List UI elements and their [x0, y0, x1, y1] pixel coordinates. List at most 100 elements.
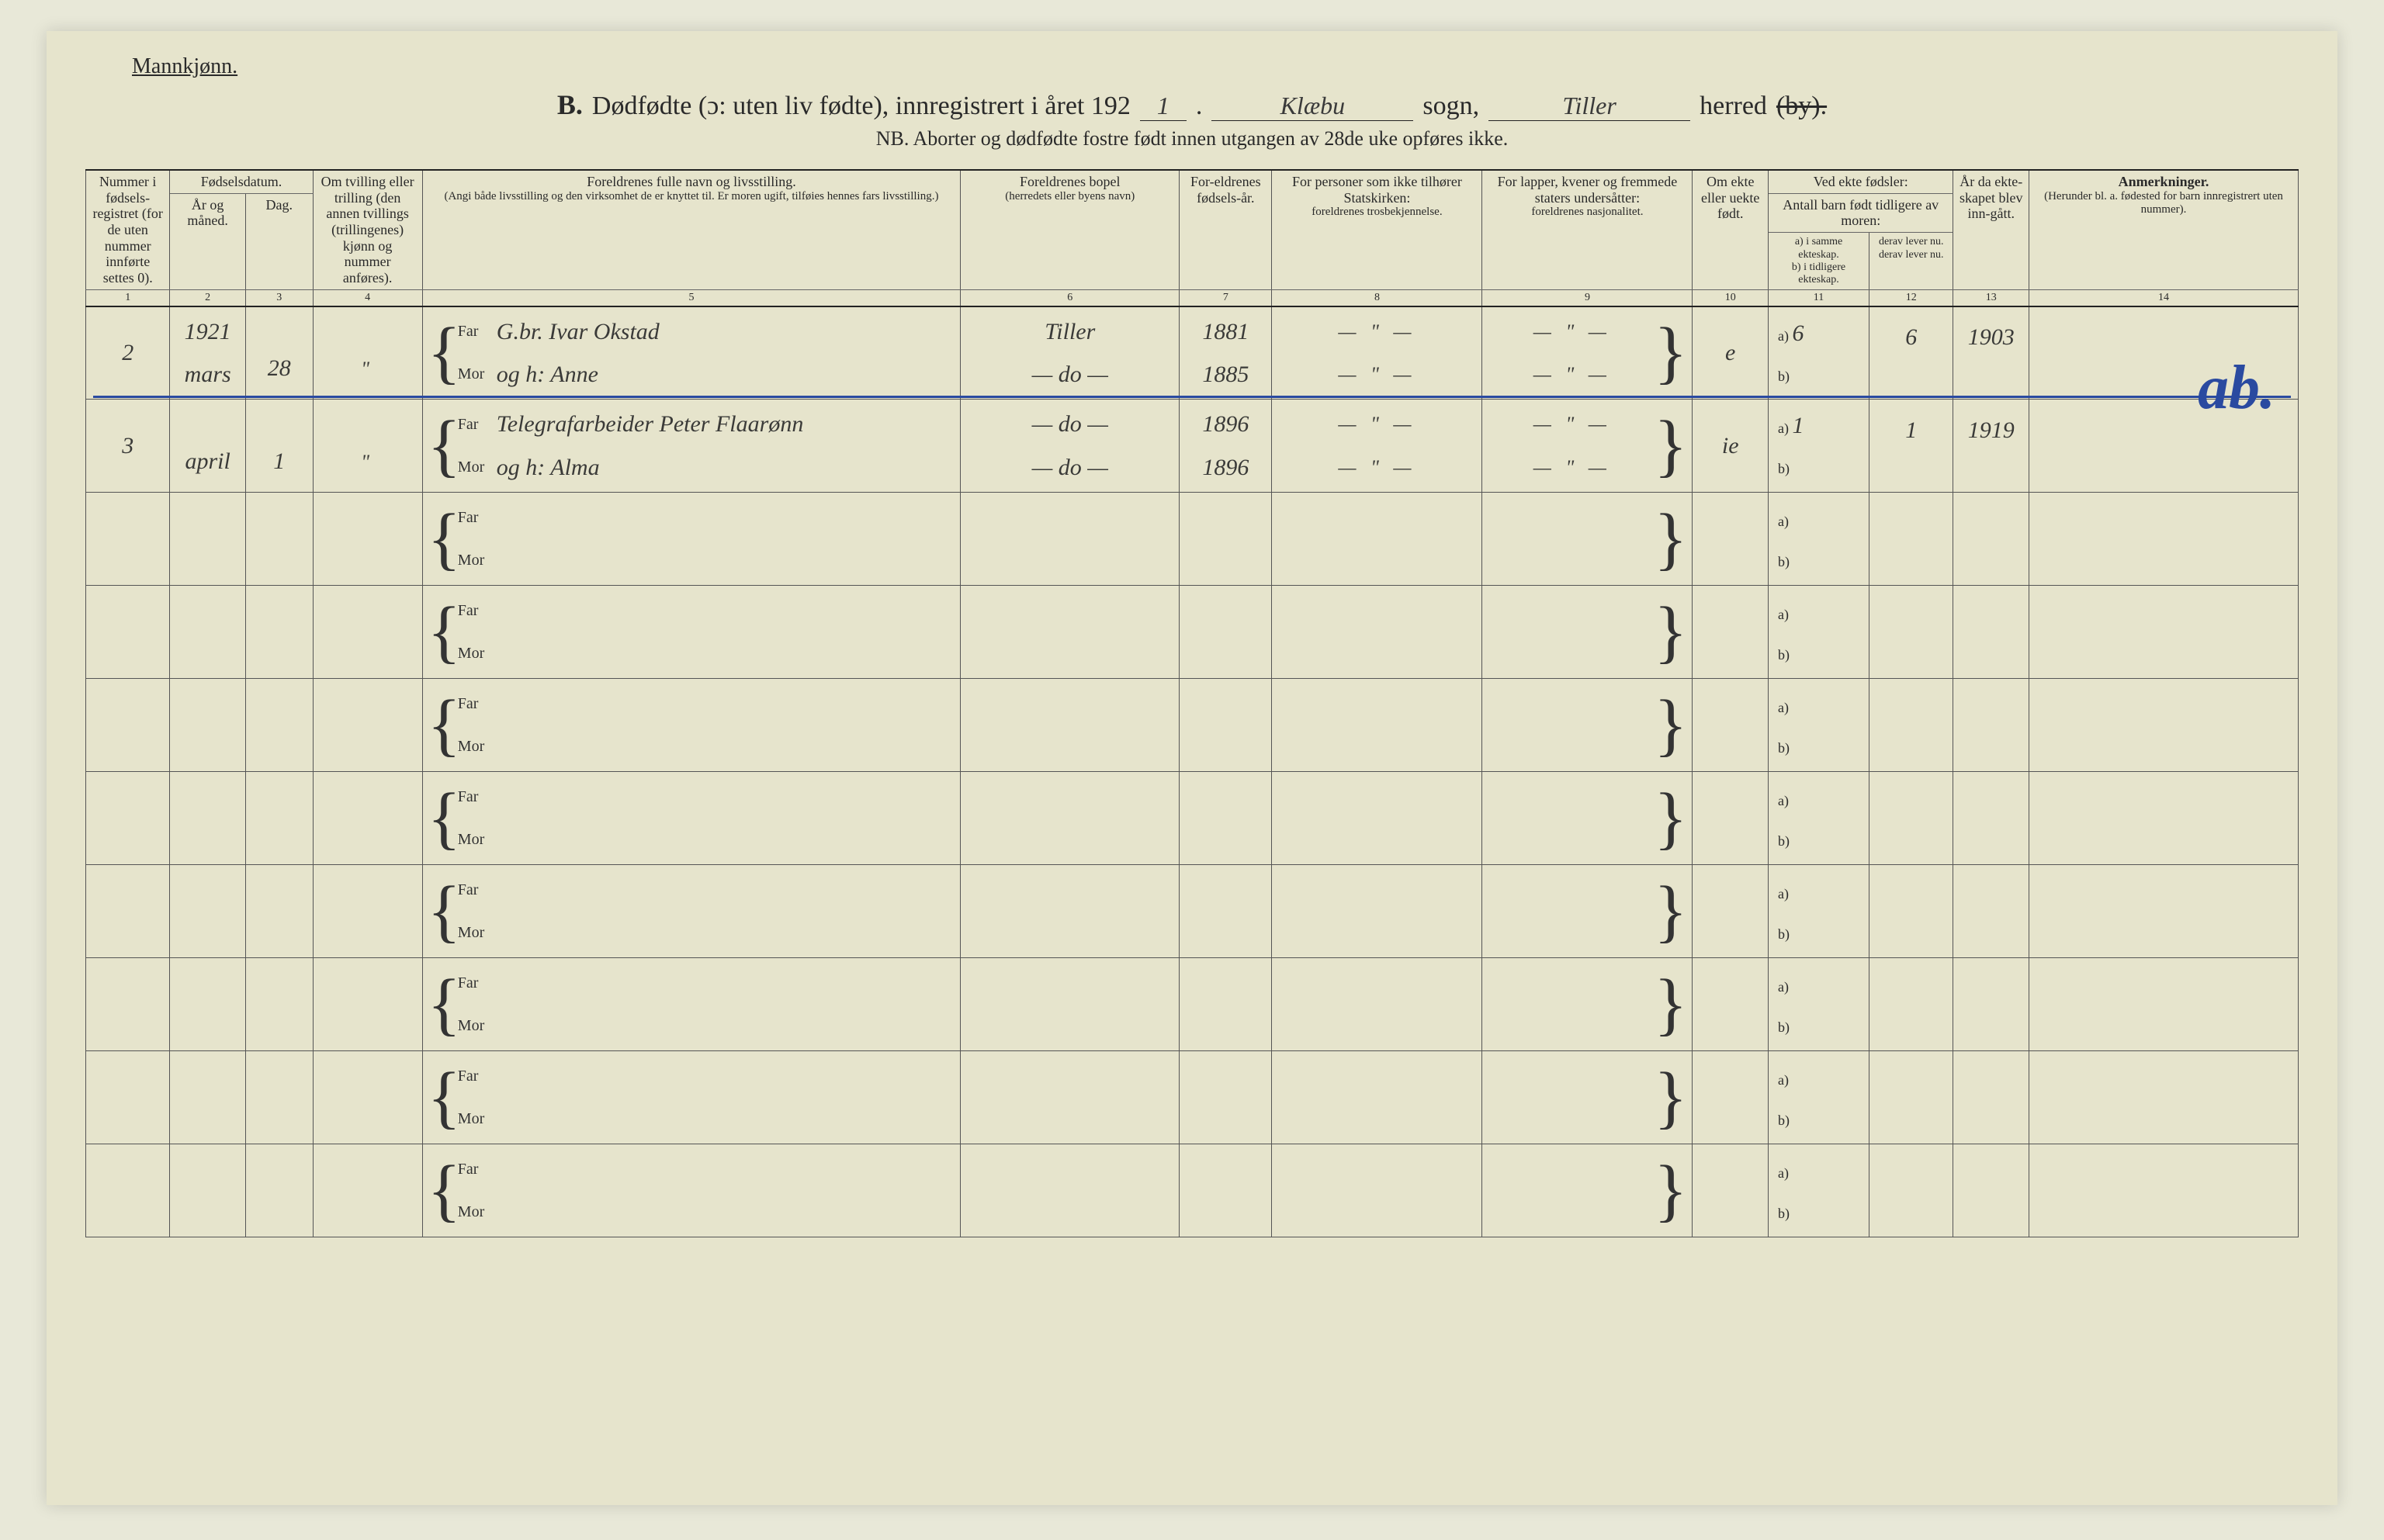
section-letter: B.	[557, 88, 583, 121]
mor-label: Mor	[458, 645, 489, 663]
ab-a-label: a) 6	[1778, 322, 1864, 345]
table-row: 21921mars28" { FarG.br. Ivar Okstad Moro…	[86, 306, 2299, 400]
lapp-mor: — " —	[1487, 458, 1657, 478]
lapp-far: — " —	[1487, 414, 1657, 434]
hdr-col2: År og måned.	[170, 193, 246, 289]
brace-left-icon: {	[428, 1070, 461, 1126]
entry-month: april	[175, 450, 241, 473]
hdr-col6-title: Foreldrenes bopel	[965, 174, 1174, 190]
column-number-row: 1 2 3 4 5 6 7 8 9 10 11 12 13 14	[86, 289, 2299, 306]
colnum: 5	[422, 289, 961, 306]
far-label: Far	[458, 602, 489, 620]
year-fillin: 1	[1140, 92, 1187, 121]
bopel-mor: — do —	[965, 456, 1174, 479]
colnum: 7	[1180, 289, 1272, 306]
entry-twin: "	[318, 452, 418, 472]
hdr-col4: Om tvilling eller trilling (den annen tv…	[313, 170, 422, 289]
hdr-antall-barn: Antall barn født tidligere av moren:	[1768, 193, 1953, 233]
bopel-mor: — do —	[965, 363, 1174, 386]
brace-right-icon: }	[1654, 977, 1687, 1033]
entry-number: 3	[91, 434, 165, 458]
brace-left-icon: {	[428, 418, 461, 474]
ab-a-label: a)	[1778, 1159, 1864, 1182]
mor-label: Mor	[458, 1203, 489, 1221]
far-label: Far	[458, 509, 489, 527]
mor-label: Mor	[458, 365, 489, 383]
hdr-col9-sub: foreldrenes nasjonalitet.	[1487, 206, 1687, 219]
ab-a-label: a)	[1778, 880, 1864, 903]
colnum: 10	[1693, 289, 1769, 306]
far-label: Far	[458, 695, 489, 713]
table-row: { Far Mor } a) b)	[86, 1051, 2299, 1144]
hdr-col10: Om ekte eller uekte født.	[1693, 170, 1769, 289]
ab-b-label: b)	[1778, 369, 1864, 385]
far-label: Far	[458, 323, 489, 341]
brace-left-icon: {	[428, 1163, 461, 1219]
hdr-col13: År da ekte-skapet blev inn-gått.	[1953, 170, 2029, 289]
entry-month: mars	[175, 363, 241, 386]
brace-left-icon: {	[428, 697, 461, 753]
mor-label: Mor	[458, 831, 489, 849]
hdr-col5-sub: (Angi både livsstilling og den virksomhe…	[428, 190, 956, 203]
hdr-ekte-fodsler: Ved ekte fødsler:	[1768, 170, 1953, 193]
subtitle-note: NB. Aborter og dødfødte fostre født inne…	[85, 127, 2299, 151]
brace-left-icon: {	[428, 511, 461, 567]
ab-b-label: b)	[1778, 1113, 1864, 1129]
stats-mor: — " —	[1277, 365, 1477, 385]
ab-b-label: b)	[1778, 647, 1864, 663]
hdr-col1: Nummer i fødsels-registret (for de uten …	[86, 170, 170, 289]
ab-a-label: a)	[1778, 507, 1864, 531]
brace-left-icon: {	[428, 791, 461, 846]
brace-right-icon: }	[1654, 791, 1687, 846]
ab-a-label: a)	[1778, 787, 1864, 810]
brace-right-icon: }	[1654, 884, 1687, 940]
far-label: Far	[458, 974, 489, 992]
ab-b-label: b)	[1778, 1019, 1864, 1036]
brace-right-icon: }	[1654, 511, 1687, 567]
table-row: { Far Mor } a) b)	[86, 586, 2299, 679]
far-label: Far	[458, 1068, 489, 1085]
hdr-col11: a) i samme ekteskap. b) i tidligere ekte…	[1768, 233, 1869, 289]
title-text: Dødfødte (ɔ: uten liv fødte), innregistr…	[592, 92, 1131, 121]
ab-b-label: b)	[1778, 554, 1864, 570]
entry-number: 2	[91, 341, 165, 365]
stats-far: — " —	[1277, 414, 1477, 434]
page-title-line: B. Dødfødte (ɔ: uten liv fødte), innregi…	[85, 88, 2299, 121]
mor-label: Mor	[458, 738, 489, 756]
colnum: 12	[1869, 289, 1953, 306]
ab-b-label: b)	[1778, 1206, 1864, 1222]
table-row: { Far Mor } a) b)	[86, 865, 2299, 958]
gender-label: Mannkjønn.	[132, 54, 2299, 79]
hdr-col5-title: Foreldrenes fulle navn og livsstilling.	[428, 174, 956, 190]
colnum: 13	[1953, 289, 2029, 306]
brace-left-icon: {	[428, 884, 461, 940]
mor-label: Mor	[458, 924, 489, 942]
table-body: 21921mars28" { FarG.br. Ivar Okstad Moro…	[86, 306, 2299, 1237]
colnum: 14	[2029, 289, 2299, 306]
hdr-col9: For lapper, kvener og fremmede staters u…	[1482, 170, 1693, 289]
table-row: 3april1" { FarTelegrafarbeider Peter Fla…	[86, 400, 2299, 493]
hdr-col14-sub: (Herunder bl. a. fødested for barn innre…	[2034, 190, 2293, 217]
brace-right-icon: }	[1654, 604, 1687, 660]
by-strike: (by).	[1776, 92, 1827, 121]
fyear-mor: 1885	[1184, 363, 1266, 386]
hdr-col3: Dag.	[245, 193, 313, 289]
mor-label: Mor	[458, 1017, 489, 1035]
colnum: 1	[86, 289, 170, 306]
colnum: 9	[1482, 289, 1693, 306]
table-header: Nummer i fødsels-registret (for de uten …	[86, 170, 2299, 306]
stats-mor: — " —	[1277, 458, 1477, 478]
mother-name: og h: Alma	[497, 456, 600, 479]
ab-a-label: a)	[1778, 600, 1864, 624]
mor-label: Mor	[458, 552, 489, 569]
hdr-fodselsdatum: Fødselsdatum.	[170, 170, 313, 193]
hdr-col7: For-eldrenes fødsels-år.	[1180, 170, 1272, 289]
fyear-far: 1896	[1184, 413, 1266, 436]
c12-a: 1	[1874, 419, 1948, 442]
entry-day: 1	[251, 450, 308, 473]
ab-a-label: a) 1	[1778, 414, 1864, 438]
hdr-col6: Foreldrenes bopel (herredets eller byens…	[961, 170, 1180, 289]
bopel-far: Tiller	[965, 320, 1174, 344]
ab-a-label: a)	[1778, 1066, 1864, 1089]
father-name: G.br. Ivar Okstad	[497, 320, 660, 344]
